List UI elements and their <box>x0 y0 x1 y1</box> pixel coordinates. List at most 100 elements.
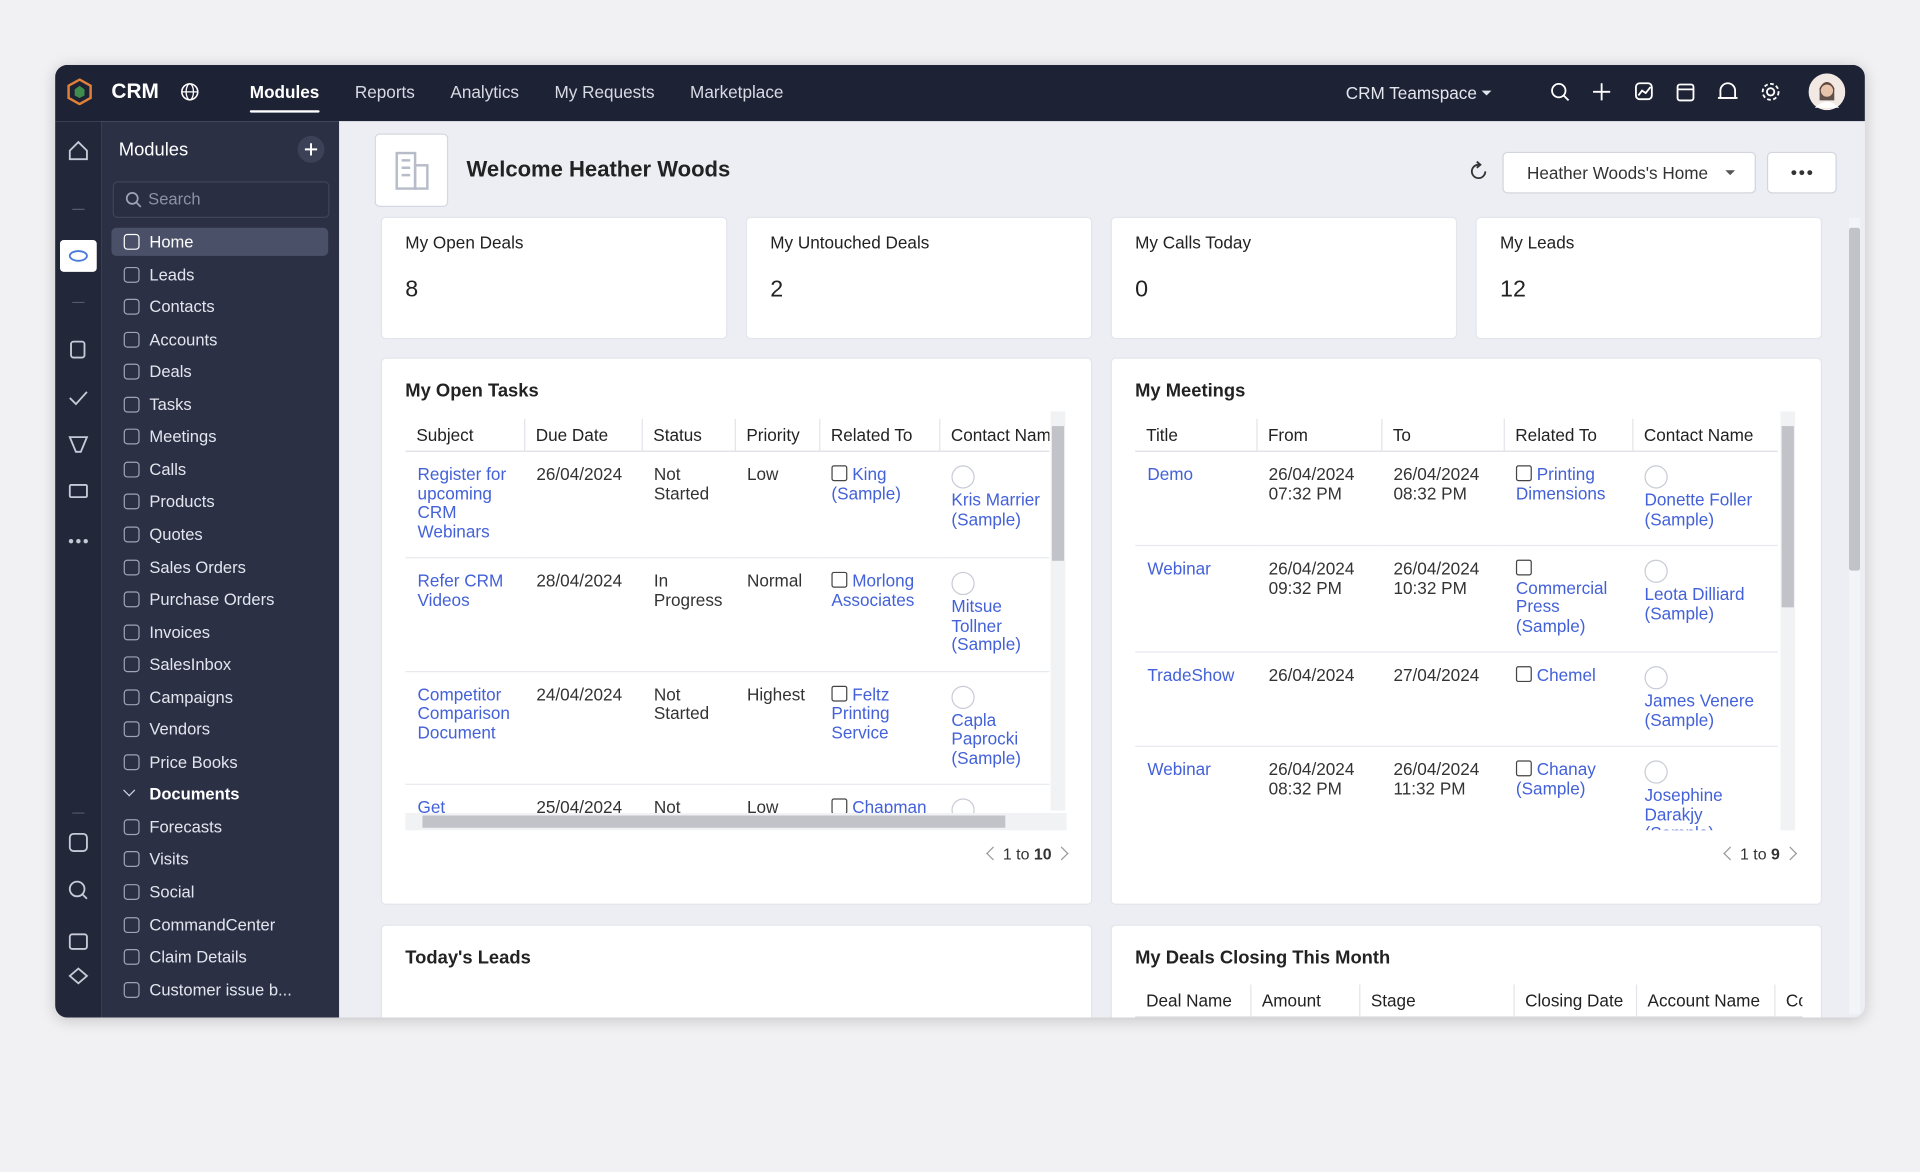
scroll-thumb[interactable] <box>1051 426 1065 561</box>
more-button[interactable] <box>1766 151 1837 194</box>
column-header[interactable]: Contact Name <box>1773 984 1803 1018</box>
h-scrollbar[interactable] <box>405 813 1067 831</box>
column-header[interactable]: Contact Name <box>1631 418 1778 452</box>
record-link[interactable]: Donette Foller (Sample) <box>1644 489 1753 529</box>
module-item[interactable]: Tasks <box>111 390 328 418</box>
module-item[interactable]: Social <box>111 878 328 906</box>
scroll-thumb[interactable] <box>1781 426 1794 608</box>
module-item[interactable]: Leads <box>111 260 328 288</box>
module-item[interactable]: CommandCenter <box>111 910 328 938</box>
record-link[interactable]: Kris Marrier (Sample) <box>951 489 1041 529</box>
record-link[interactable]: Register for upcoming CRM Webinars <box>417 464 507 541</box>
prev-page[interactable] <box>1723 846 1738 861</box>
refresh[interactable] <box>1468 160 1490 182</box>
next-page[interactable] <box>1054 846 1069 861</box>
record-link[interactable]: Chapman <box>852 797 927 814</box>
record-link[interactable]: Competitor Comparison Document <box>417 683 510 742</box>
column-header[interactable]: Priority <box>734 418 820 452</box>
module-item[interactable]: Meetings <box>111 423 328 451</box>
column-header[interactable]: Deal Name <box>1135 984 1251 1018</box>
nav-tab[interactable]: Marketplace <box>690 82 784 102</box>
next-page[interactable] <box>1782 846 1797 861</box>
record-link[interactable]: Refer CRM Videos <box>417 570 504 610</box>
record-link[interactable]: Leota Dilliard (Sample) <box>1644 584 1745 623</box>
search-box[interactable]: Search <box>112 181 330 218</box>
module-item[interactable]: Deals <box>111 358 328 386</box>
toolbar-icons[interactable] <box>1545 78 1790 105</box>
column-header[interactable]: Due Date <box>523 418 642 452</box>
pagination[interactable]: 1 to 9 <box>1720 845 1799 863</box>
page-scrollbar[interactable] <box>1848 217 1861 1014</box>
module-item[interactable]: Campaigns <box>111 683 328 711</box>
record-link[interactable]: Printing Dimensions <box>1515 464 1606 503</box>
record-link[interactable]: Get Apporval <box>417 797 446 814</box>
v-scrollbar[interactable] <box>1050 411 1066 811</box>
module-item[interactable]: Price Books <box>111 748 328 776</box>
module-item[interactable]: Invoices <box>111 618 328 646</box>
column-header[interactable]: Status <box>641 418 735 452</box>
v-scrollbar[interactable] <box>1780 411 1796 831</box>
record-link[interactable]: Chanay (Sample) <box>1515 759 1596 798</box>
module-item[interactable]: Quotes <box>111 520 328 548</box>
column-header[interactable]: To <box>1380 418 1504 452</box>
avatar[interactable] <box>1808 73 1846 111</box>
column-header[interactable]: Subject <box>405 418 525 452</box>
meetings-table-wrap: Title From To Related To Contact Name Demo 26/… <box>1135 418 1778 831</box>
record-link[interactable]: Webinar <box>1147 558 1211 578</box>
record-link[interactable]: TradeShow <box>1147 664 1235 685</box>
column-header[interactable]: Title <box>1135 418 1257 452</box>
home-selector-label[interactable]: Heather Woods's Home <box>1526 162 1709 183</box>
record-link[interactable]: Josephine Darakjy (Sample) <box>1644 784 1723 830</box>
scroll-thumb[interactable] <box>422 815 1006 828</box>
pagination[interactable]: 1 to 10 <box>983 845 1071 863</box>
cell-text: Low <box>746 797 779 814</box>
record-link[interactable]: Morlong Associates <box>831 570 915 610</box>
nav-tab[interactable]: Analytics <box>450 82 519 102</box>
module-item[interactable]: Claim Details <box>111 943 328 971</box>
rail-icons[interactable] <box>55 121 102 1017</box>
record-link[interactable]: King (Sample) <box>831 464 901 503</box>
record-link[interactable]: Feltz Printing Service <box>831 683 890 742</box>
globe-icon[interactable] <box>180 82 200 102</box>
module-item[interactable]: Products <box>111 488 328 516</box>
record-link[interactable]: Capla Paprocki (Sample) <box>951 709 1021 768</box>
table-row: Register for upcoming CRM Webinars 26/04/… <box>405 451 1050 559</box>
table-cell: Kris Marrier (Sample) <box>939 451 1050 559</box>
column-header[interactable]: Amount <box>1249 984 1360 1018</box>
module-item[interactable]: Sales Orders <box>111 553 328 581</box>
record-link[interactable]: Mitsue Tollner (Sample) <box>951 596 1021 654</box>
nav-tab[interactable]: My Requests <box>554 82 655 102</box>
module-item[interactable]: Vendors <box>111 715 328 743</box>
column-header[interactable]: Account Name <box>1635 984 1775 1018</box>
column-header[interactable]: Related To <box>818 418 940 452</box>
nav-tab[interactable]: Modules <box>249 82 320 113</box>
contact-avatar <box>951 685 975 709</box>
home-selector[interactable]: Heather Woods's Home <box>1502 151 1756 194</box>
module-item[interactable]: Forecasts <box>111 813 328 841</box>
module-item[interactable]: Accounts <box>111 325 328 353</box>
module-item[interactable]: Home <box>111 227 329 256</box>
teamspace[interactable]: CRM Teamspace <box>1346 83 1492 103</box>
module-item[interactable]: Documents <box>111 780 328 808</box>
record-link[interactable]: Webinar <box>1147 759 1211 779</box>
scroll-thumb[interactable] <box>1848 227 1861 571</box>
add-module[interactable] <box>297 135 325 163</box>
record-link[interactable]: Chemel <box>1536 664 1596 685</box>
module-item[interactable]: Visits <box>111 845 328 873</box>
column-header[interactable]: Closing Date <box>1512 984 1636 1018</box>
column-header[interactable]: Stage <box>1358 984 1514 1018</box>
record-link[interactable]: Demo <box>1147 464 1194 484</box>
module-item[interactable]: Purchase Orders <box>111 585 328 613</box>
module-item[interactable]: Calls <box>111 455 328 483</box>
nav-tab[interactable]: Reports <box>354 82 415 102</box>
record-link[interactable]: James Venere (Sample) <box>1644 690 1755 730</box>
column-header[interactable]: From <box>1255 418 1382 452</box>
module-item[interactable]: Contacts <box>111 293 328 321</box>
prev-page[interactable] <box>986 846 1000 861</box>
module-item[interactable]: SalesInbox <box>111 650 328 678</box>
column-header[interactable]: Contact Name <box>938 418 1050 452</box>
teamspace-label[interactable]: CRM Teamspace <box>1345 83 1477 103</box>
column-header[interactable]: Related To <box>1503 418 1633 452</box>
module-item[interactable]: Customer issue b... <box>111 975 328 1003</box>
record-link[interactable]: Commercial Press (Sample) <box>1515 577 1608 635</box>
